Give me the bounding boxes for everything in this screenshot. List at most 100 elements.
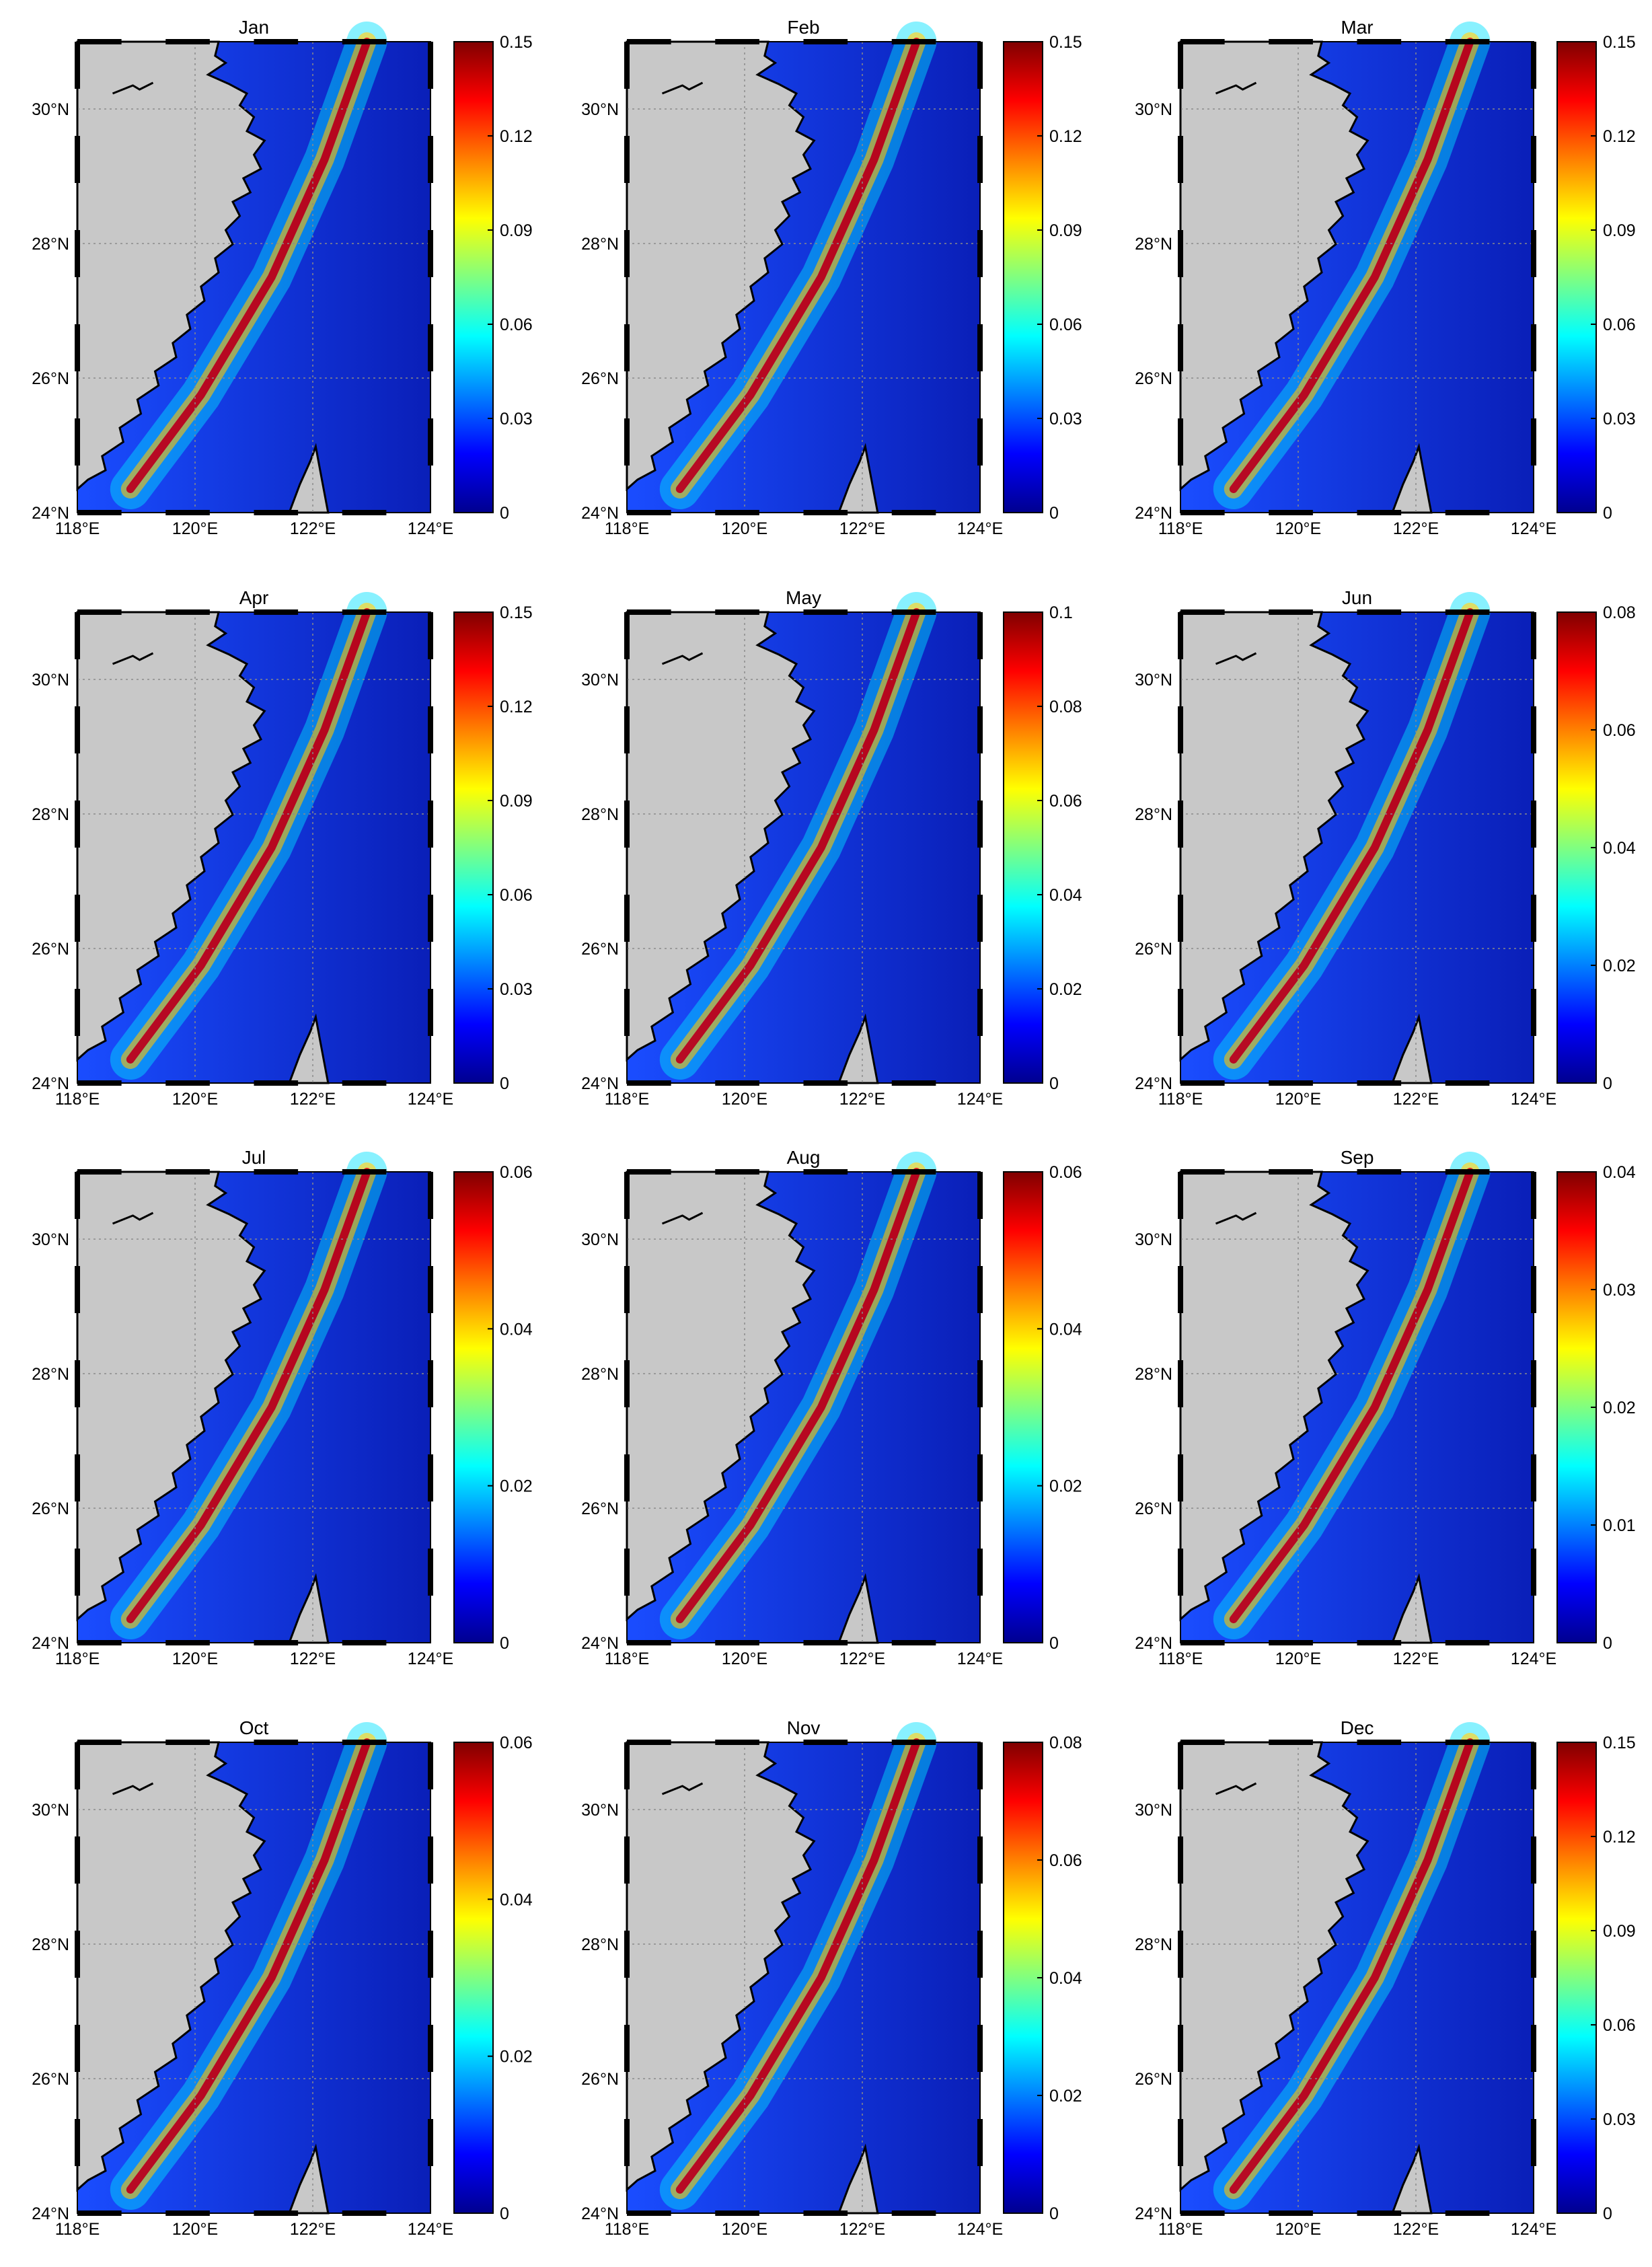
colorbar-tick-label: 0.08: [1603, 603, 1636, 622]
colorbar-scale: [453, 1171, 494, 1643]
colorbar-tick-label: 0.04: [500, 1890, 533, 1909]
lat-tick-label: 28°N: [1135, 235, 1172, 254]
taiwan-island: [287, 2143, 330, 2215]
colorbar-tick-label: 0.09: [500, 221, 533, 240]
colorbar-tick-label: 0: [1049, 1074, 1059, 1093]
frame-ticks: [624, 1169, 983, 1645]
colorbar: 0.08 0.06 0.04 0.02 0: [1556, 603, 1636, 1093]
lat-tick-label: 26°N: [581, 2070, 619, 2089]
current-band: [110, 1722, 387, 2210]
mainland: [76, 1741, 266, 2192]
lat-tick-label: 24°N: [581, 1074, 619, 1093]
frame-ticks: [1178, 609, 1536, 1086]
colorbar-tick-label: 0: [500, 2204, 509, 2223]
colorbar-tick-label: 0: [500, 504, 509, 523]
colorbar-tick-label: 0.09: [1603, 1922, 1636, 1941]
lat-tick-label: 30°N: [32, 100, 69, 119]
taiwan-island: [837, 443, 879, 514]
lat-tick-label: 28°N: [32, 235, 69, 254]
colorbar-tick-label: 0.1: [1049, 603, 1073, 622]
panel-title: May: [786, 587, 821, 608]
lat-tick-label: 24°N: [32, 504, 69, 523]
current-band: [1213, 1152, 1491, 1639]
lat-tick-label: 30°N: [581, 100, 619, 119]
lat-tick-label: 28°N: [1135, 805, 1172, 824]
colorbar-tick-label: 0.03: [1603, 410, 1636, 429]
current-band: [1213, 1722, 1491, 2210]
colorbar-tick-label: 0: [1603, 1074, 1612, 1093]
frame-ticks: [624, 1740, 983, 2216]
colorbar-scale: [453, 41, 494, 513]
lat-tick-label: 28°N: [1135, 1935, 1172, 1954]
colorbar: 0.15 0.12 0.09 0.06 0.03 0: [1556, 33, 1636, 523]
colorbar-tick-label: 0.02: [1603, 1399, 1636, 1417]
mainland: [76, 611, 266, 1062]
frame-ticks: [75, 1169, 433, 1645]
lon-tick-label: 122°E: [1393, 519, 1439, 538]
colorbar-tick-label: 0.12: [1603, 127, 1636, 146]
lon-tick-label: 122°E: [1393, 2220, 1439, 2239]
colorbar-tick-label: 0.03: [500, 410, 533, 429]
lake-outline: [661, 1212, 704, 1225]
colorbar-tick-label: 0.06: [1603, 315, 1636, 334]
lon-tick-label: 120°E: [1275, 2220, 1321, 2239]
colorbar-scale: [453, 611, 494, 1084]
colorbar: 0.08 0.06 0.04 0.02 0: [1003, 1734, 1082, 2223]
colorbar-tick-label: 0.04: [1049, 1969, 1082, 1988]
lon-tick-label: 124°E: [1511, 519, 1556, 538]
current-band: [1213, 592, 1491, 1080]
colorbar-tick-label: 0.03: [1603, 1281, 1636, 1300]
lat-tick-label: 28°N: [581, 1935, 619, 1954]
colorbar-tick-label: 0.08: [1049, 698, 1082, 716]
panel-title: Feb: [787, 17, 819, 38]
colorbar-tick-label: 0.06: [500, 1734, 533, 1752]
mainland: [626, 1170, 816, 1622]
panel-title: Jun: [1342, 587, 1372, 608]
colorbar: 0.15 0.12 0.09 0.06 0.03 0: [453, 603, 533, 1093]
panel-title: Mar: [1341, 17, 1373, 38]
current-band: [110, 22, 387, 509]
colorbar-tick-label: 0.02: [500, 2048, 533, 2067]
taiwan-island: [287, 443, 330, 514]
lon-tick-label: 124°E: [408, 1090, 453, 1109]
colorbar-tick-label: 0.15: [500, 33, 533, 52]
lat-tick-label: 24°N: [1135, 1074, 1172, 1093]
lat-tick-label: 30°N: [32, 1230, 69, 1249]
lat-tick-label: 30°N: [32, 671, 69, 690]
lon-tick-label: 118°E: [1158, 1649, 1203, 1668]
colorbar-tick-label: 0.03: [1049, 410, 1082, 429]
current-band: [659, 592, 937, 1080]
lat-tick-label: 28°N: [32, 1935, 69, 1954]
lat-tick-label: 26°N: [581, 940, 619, 959]
mainland: [76, 1170, 266, 1622]
lat-tick-label: 30°N: [581, 1801, 619, 1820]
colorbar: 0.04 0.03 0.02 0.01 0: [1556, 1163, 1636, 1653]
lake-outline: [112, 81, 154, 95]
lon-tick-label: 120°E: [1275, 1090, 1321, 1109]
colorbar-tick-label: 0.04: [1049, 1320, 1082, 1339]
colorbar-tick-label: 0.02: [1049, 980, 1082, 999]
colorbar: 0.15 0.12 0.09 0.06 0.03 0: [1003, 33, 1082, 523]
taiwan-island: [1390, 1013, 1433, 1084]
lat-tick-label: 24°N: [1135, 504, 1172, 523]
colorbar-tick-label: 0.15: [500, 603, 533, 622]
lon-tick-label: 122°E: [290, 1649, 336, 1668]
mainland: [626, 40, 816, 492]
lon-tick-label: 120°E: [722, 1090, 767, 1109]
colorbar-tick-label: 0.04: [1603, 1163, 1636, 1182]
lat-tick-label: 24°N: [1135, 2204, 1172, 2223]
panel-title: Dec: [1341, 1717, 1374, 1738]
lat-tick-label: 26°N: [32, 940, 69, 959]
colorbar-tick-label: 0: [1603, 504, 1612, 523]
colorbar-tick-label: 0.03: [1603, 2110, 1636, 2129]
lat-tick-label: 24°N: [581, 504, 619, 523]
mainland: [626, 1741, 816, 2192]
